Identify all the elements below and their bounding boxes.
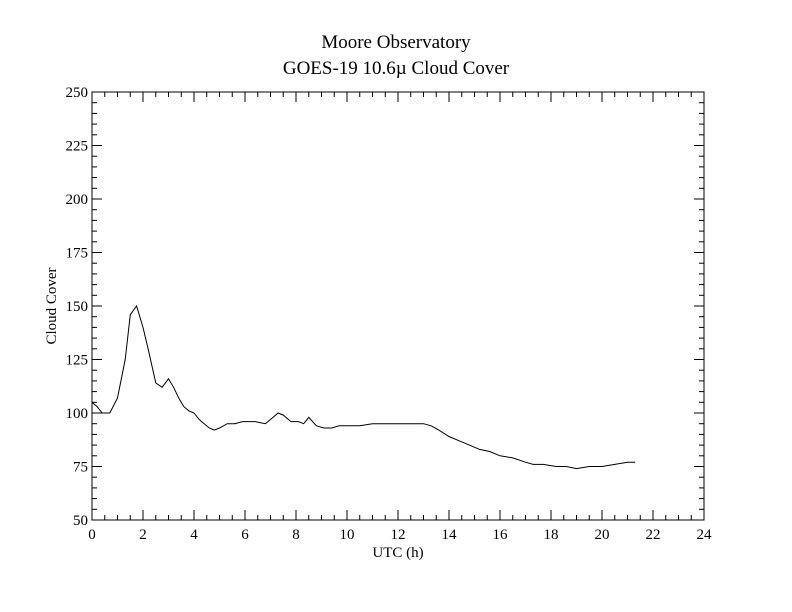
x-tick-label: 2 — [139, 527, 147, 543]
x-tick-label: 4 — [190, 527, 198, 543]
y-tick-label: 125 — [66, 353, 89, 369]
x-tick-label: 24 — [697, 527, 713, 543]
y-tick-label: 75 — [73, 460, 88, 476]
axis-ticks — [91, 91, 705, 521]
x-tick-label: 0 — [88, 527, 96, 543]
y-tick-label: 200 — [66, 192, 89, 208]
y-tick-label: 100 — [66, 406, 89, 422]
y-tick-label: 225 — [66, 139, 89, 155]
x-tick-label: 16 — [493, 527, 509, 543]
x-tick-label: 20 — [595, 527, 610, 543]
x-tick-label: 18 — [544, 527, 559, 543]
x-tick-label: 12 — [391, 527, 406, 543]
plot-frame — [91, 91, 705, 521]
chart-title: Moore Observatory — [321, 32, 471, 53]
y-tick-label: 50 — [73, 513, 88, 529]
cloud-cover-line — [91, 304, 636, 470]
y-tick-label: 250 — [66, 85, 89, 101]
chart-subtitle: GOES-19 10.6µ Cloud Cover — [282, 58, 510, 79]
axis-tick-labels: 0 2 4 6 8 10 12 14 16 18 20 22 245075100125150175200… — [66, 85, 713, 543]
x-tick-label: 10 — [340, 527, 355, 543]
y-axis-label: Cloud Cover — [44, 267, 60, 344]
x-tick-label: 8 — [292, 527, 300, 543]
x-tick-label: 22 — [646, 527, 661, 543]
x-axis-label: UTC (h) — [372, 545, 423, 561]
x-tick-label: 14 — [442, 527, 458, 543]
y-tick-label: 175 — [66, 246, 89, 262]
y-tick-label: 150 — [66, 299, 89, 315]
x-tick-label: 6 — [241, 527, 249, 543]
